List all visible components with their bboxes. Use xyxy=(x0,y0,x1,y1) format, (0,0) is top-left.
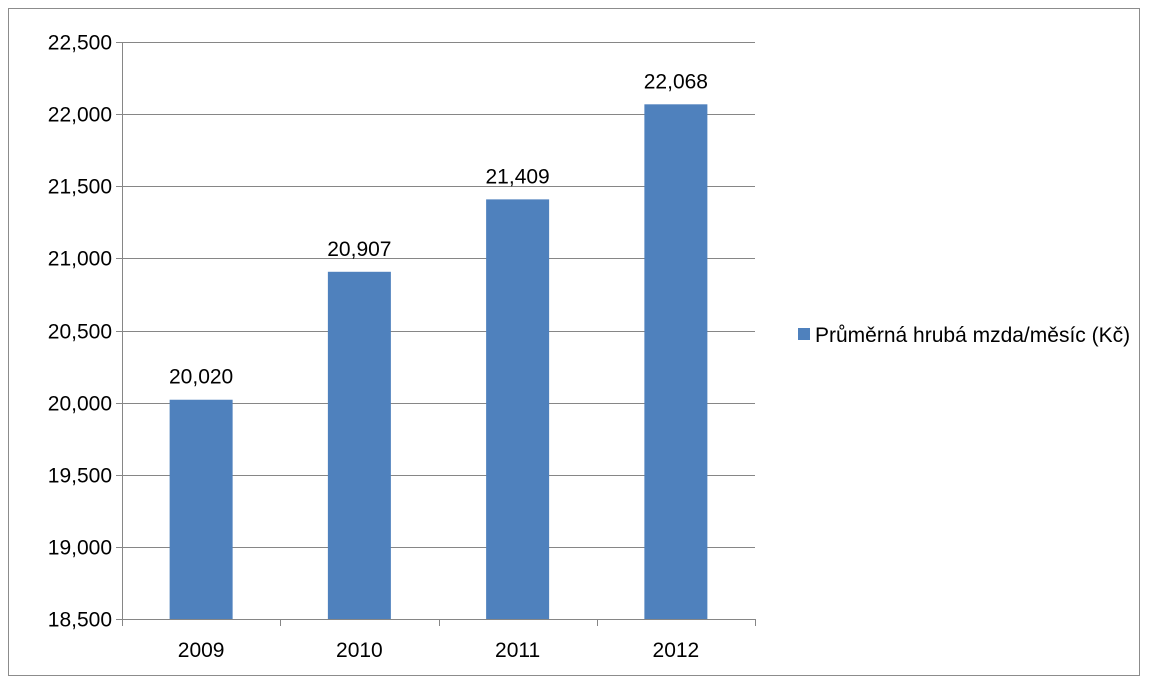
data-label: 20,020 xyxy=(169,366,233,389)
y-tick-label: 18,500 xyxy=(48,609,112,632)
y-tick-label: 21,000 xyxy=(48,248,112,271)
data-label: 22,068 xyxy=(644,70,708,93)
bar xyxy=(327,271,391,619)
x-tick-label: 2010 xyxy=(336,639,383,662)
y-tick-label: 20,500 xyxy=(48,321,112,344)
x-tick-label: 2011 xyxy=(495,639,540,662)
legend: Průměrná hrubá mzda/měsíc (Kč) xyxy=(798,322,1148,350)
data-labels: 20,020 20,907 21,409 22,068 xyxy=(169,70,708,388)
y-tick-label: 19,500 xyxy=(48,465,112,488)
data-label: 21,409 xyxy=(486,165,550,188)
x-tick-label: 2012 xyxy=(653,639,700,662)
axes xyxy=(116,42,756,626)
y-tick-label: 22,500 xyxy=(48,32,112,55)
bar xyxy=(486,199,550,619)
y-tick-label: 20,000 xyxy=(48,393,112,416)
data-label: 20,907 xyxy=(327,238,391,261)
x-tick-labels: 2009 2010 2011 2012 xyxy=(178,639,699,662)
bar xyxy=(169,399,233,619)
bar xyxy=(644,104,708,620)
bars xyxy=(169,104,708,620)
legend-swatch xyxy=(798,328,810,340)
y-tick-label: 21,500 xyxy=(48,176,112,199)
y-tick-label: 19,000 xyxy=(48,537,112,560)
x-tick-label: 2009 xyxy=(178,639,225,662)
y-tick-label: 22,000 xyxy=(48,104,112,127)
legend-label: Průměrná hrubá mzda/měsíc (Kč) xyxy=(815,324,1131,347)
y-tick-labels: 18,500 19,000 19,500 20,000 20,500 21,000 21,5… xyxy=(48,32,112,632)
